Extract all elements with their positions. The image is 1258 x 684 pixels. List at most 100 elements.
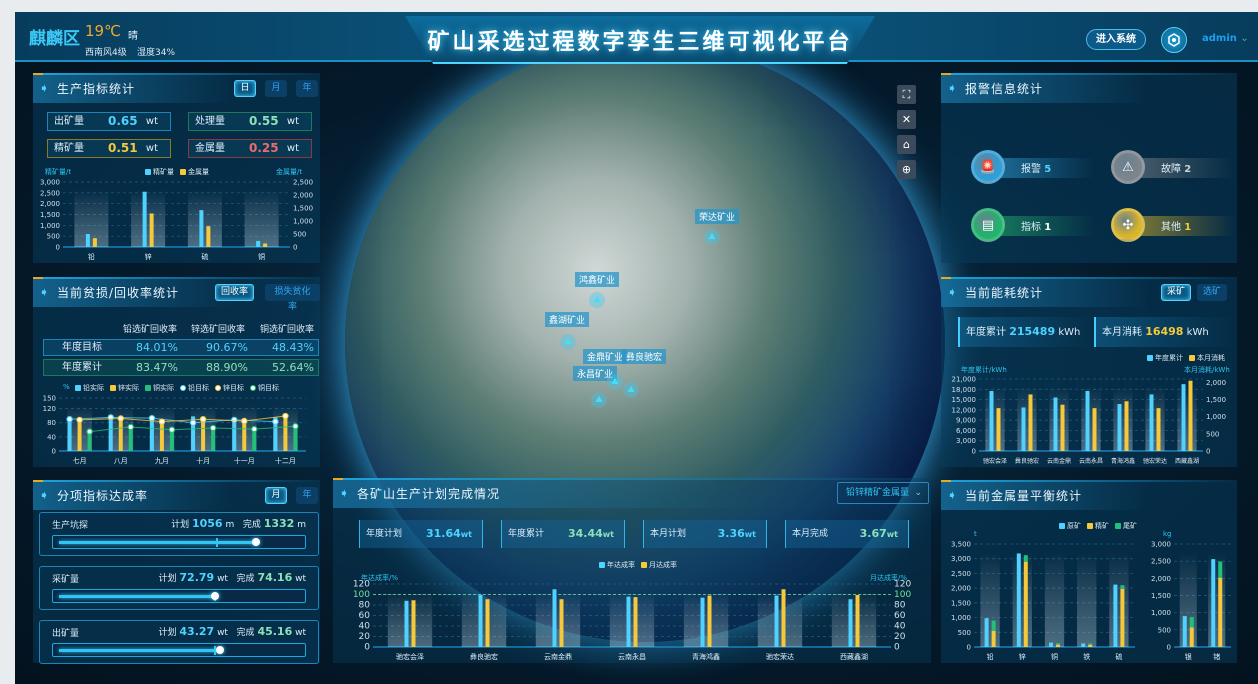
progress-slider[interactable]: [52, 589, 306, 603]
map-marker-label[interactable]: 荣达矿业: [695, 209, 740, 224]
line-point: [189, 419, 197, 426]
tab-loss-dilution[interactable]: 损失贫化率: [265, 284, 320, 312]
title-plate: [405, 16, 875, 64]
mine-marker-icon[interactable]: ⛰: [623, 382, 639, 398]
alarm-count: 5: [1044, 164, 1052, 175]
progress-fill: [59, 541, 258, 544]
bar: [984, 618, 989, 647]
user-menu[interactable]: admin ⌄: [1202, 33, 1249, 44]
table-row: 年度目标 84.01% 90.67% 48.43%: [43, 339, 319, 356]
globe-icon[interactable]: ⊕: [897, 160, 916, 179]
mine-marker-icon[interactable]: ⛰: [560, 334, 576, 350]
kpi-metal: 金属量 0.25 wt: [188, 139, 312, 158]
tab-year[interactable]: 年: [296, 487, 318, 504]
y-right-tick-label: 1,000: [1206, 413, 1226, 421]
line-point: [282, 412, 289, 420]
bar: [478, 595, 483, 647]
bar: [633, 597, 638, 647]
y-tick-label: 120: [353, 580, 370, 590]
plan-value: 1056: [191, 517, 223, 530]
map-marker-label[interactable]: 鸿鑫矿业: [575, 272, 620, 287]
progress-slider[interactable]: [52, 535, 306, 549]
y-tick-label: 80: [47, 419, 56, 427]
tab-year[interactable]: 年: [296, 80, 318, 97]
clear-icon[interactable]: ✕: [897, 110, 916, 129]
bar: [1149, 394, 1154, 451]
metal-chart-kg: 0 500 1,000 1,500 2,000 2,500 3,000 银 锗: [1151, 541, 1231, 661]
fullscreen-icon[interactable]: ⛶: [897, 85, 916, 104]
y-right-tick-label: 500: [293, 231, 306, 239]
dropdown-value: 铅锌精矿金属量: [846, 488, 910, 498]
y-tick-label: 1,500: [1151, 592, 1171, 600]
hexagon-gear-icon[interactable]: [1161, 27, 1187, 53]
tab-processing[interactable]: 选矿: [1197, 284, 1228, 301]
legend-item: 铜实际: [153, 384, 174, 392]
tab-month[interactable]: 月: [265, 80, 287, 97]
progress-slider[interactable]: [52, 643, 306, 657]
plan-kpi: 年度累计 34.44wt: [501, 520, 625, 548]
tab-recovery-rate[interactable]: 回收率: [215, 284, 255, 301]
x-tick-label: 云南金鼎: [1047, 457, 1071, 465]
alarm-item[interactable]: 🚨 报警 5: [971, 150, 1096, 186]
tab-mining[interactable]: 采矿: [1161, 284, 1192, 301]
bar: [1088, 644, 1093, 647]
x-tick-label: 青海鸿鑫: [1111, 457, 1135, 465]
enter-system-button[interactable]: 进入系统: [1086, 29, 1146, 50]
left-axis-label: 年度累计/kWh: [961, 366, 1007, 374]
bar: [118, 418, 123, 451]
alarm-item[interactable]: ▤ 指标 1: [971, 208, 1096, 244]
bar: [1218, 561, 1223, 578]
panel-title: 当前能耗统计: [965, 286, 1044, 300]
map-marker-label[interactable]: 彝良驰宏: [622, 349, 667, 364]
y-tick-label: 18,000: [952, 386, 977, 394]
map-marker-label[interactable]: 鑫湖矿业: [545, 312, 590, 327]
metric-dropdown[interactable]: 铅锌精矿金属量 ⌄: [837, 482, 929, 504]
x-tick-label: 彝良驰宏: [1015, 457, 1039, 465]
tab-day[interactable]: 日: [234, 80, 256, 97]
slider-handle[interactable]: [215, 646, 224, 654]
bar: [781, 589, 786, 647]
bar: [149, 213, 154, 247]
alarm-item[interactable]: ⚠ 故障 2: [1111, 150, 1236, 186]
slider-handle[interactable]: [211, 592, 219, 600]
map-marker-label[interactable]: 金鼎矿业: [583, 349, 628, 364]
alarm-item[interactable]: ✣ 其他 1: [1111, 208, 1236, 244]
3d-globe[interactable]: [345, 42, 945, 642]
tab-month[interactable]: 月: [265, 487, 287, 504]
panel-title: 当前贫损/回收率统计: [57, 286, 180, 300]
done-value: 74.16: [257, 571, 293, 584]
unit: kWh: [1186, 327, 1209, 338]
x-tick-label: 锌: [1019, 652, 1026, 661]
map-marker-label[interactable]: 永昌矿业: [573, 366, 618, 381]
bar: [1218, 577, 1223, 647]
bar: [1182, 616, 1187, 647]
arrow-icon: ➧: [947, 285, 958, 299]
mine-marker-icon[interactable]: ⛰: [591, 392, 607, 408]
monthly-energy: 本月消耗 16498 kWh: [1094, 317, 1234, 347]
done-label: 完成: [236, 628, 255, 638]
category-background: [1109, 552, 1129, 647]
y-right-tick-label: 20: [894, 632, 906, 642]
bar: [1092, 408, 1097, 451]
x-tick-label: 铅: [987, 652, 994, 661]
y-right-tick-label: 120: [894, 580, 911, 590]
kpi-unit: wt: [744, 530, 756, 539]
right-axis-label: 月达成率/%: [870, 574, 908, 582]
cell: 48.43%: [272, 341, 314, 354]
bar: [1028, 394, 1033, 451]
mine-marker-icon[interactable]: ⛰: [589, 292, 605, 308]
panel-title: 报警信息统计: [965, 82, 1044, 96]
y-right-tick-label: 1,500: [293, 205, 313, 213]
x-tick-label: 铅: [88, 252, 95, 261]
line-point: [251, 425, 258, 433]
x-tick-label: 硫: [1115, 652, 1122, 661]
x-tick-label: 西藏鑫湖: [840, 652, 868, 661]
home-icon[interactable]: ⌂: [897, 135, 916, 154]
cell: 84.01%: [136, 341, 178, 354]
mine-marker-icon[interactable]: ⛰: [704, 229, 720, 245]
weather: 晴: [128, 31, 138, 42]
category-background: [74, 190, 109, 247]
y-tick-label: 150: [43, 395, 56, 403]
slider-handle[interactable]: [251, 538, 260, 546]
mine-marker-icon[interactable]: ⛰: [607, 374, 623, 390]
